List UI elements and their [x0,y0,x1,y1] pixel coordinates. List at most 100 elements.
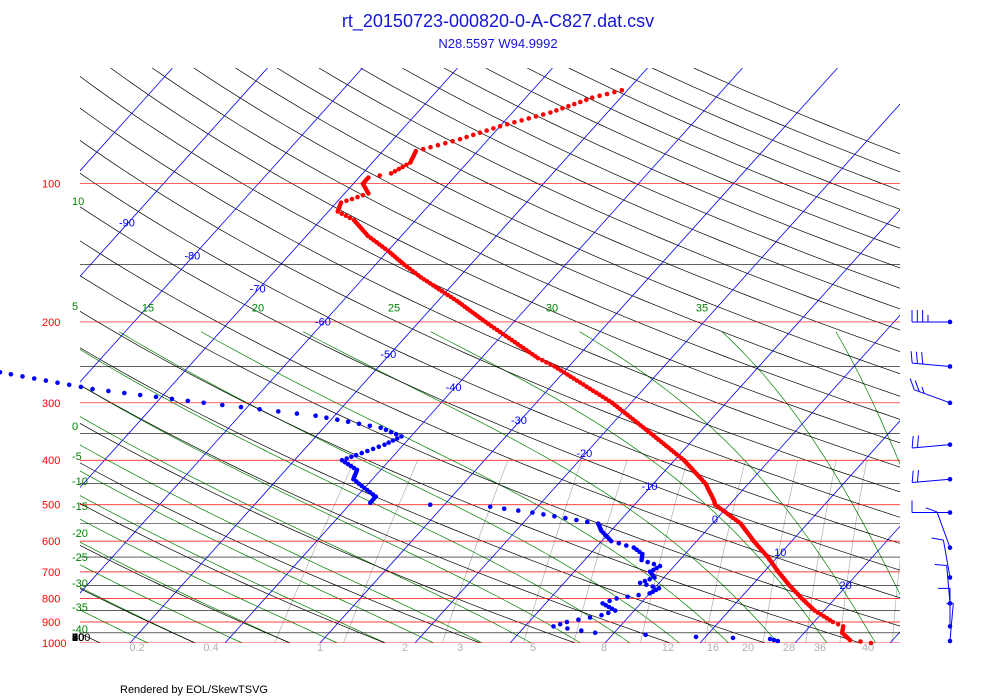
theta-left-label: 90 [72,632,84,644]
dewpoint-point [574,517,579,523]
dewpoint-point [487,504,493,510]
moist-adiabat-line [835,331,900,465]
dry-adiabat-line [652,68,900,173]
dewpoint-point [0,370,3,375]
temperature-point [477,130,483,135]
moist-adiabat-left-label: -25 [72,552,88,564]
isotherm-line [0,68,78,643]
dewpoint-point [592,630,598,636]
wind-barb-staff [949,603,954,642]
dry-adiabat-line [568,68,900,210]
temperature-point [578,99,583,105]
temperature-point [504,122,510,127]
temperature-point [464,134,469,140]
dry-adiabat-line [80,544,291,643]
dry-adiabat-line [277,68,900,353]
dry-adiabat-line [80,588,196,643]
isotherm-label: 20 [839,580,851,592]
wind-barb-flag [916,470,919,483]
mixing-ratio-label: 8 [601,642,607,654]
dry-adiabat-line [80,140,900,518]
pressure-tick-label: 100 [42,179,60,191]
dewpoint-point [185,398,191,404]
mixing-ratio-label: 12 [662,642,674,654]
dewpoint-point [643,632,648,638]
dewpoint-point [257,407,262,412]
dewpoint-point [775,638,781,644]
dry-adiabat-line [193,68,900,397]
isotherm-label: -70 [250,283,266,295]
temperature-point [835,621,841,627]
wind-barb-flag [910,351,913,364]
wind-barb-staff [942,539,951,578]
moist-adiabat-line [80,609,149,643]
dry-adiabat-line [610,68,900,191]
wind-barb-staff [936,511,951,548]
moist-adiabat-left-label: -20 [72,528,88,540]
dewpoint-point [106,388,111,394]
mixing-ratio-label: 16 [707,642,719,654]
moist-adiabat-left-label: -10 [72,476,88,488]
moist-adiabat-line [80,495,387,643]
pressure-tick-label: 600 [42,536,60,548]
mixing-ratio-label: 28 [783,642,795,654]
dewpoint-point [383,427,389,433]
dewpoint-point [324,415,329,421]
pressure-tick-label: 900 [42,617,60,629]
pressure-tick-label: 200 [42,317,60,329]
dewpoint-point [220,402,225,408]
temperature-point [413,148,419,154]
mixing-ratio-label: 20 [742,642,754,654]
dewpoint-point [31,376,37,381]
isotherm-label: -20 [576,448,592,460]
dewpoint-point [650,584,655,589]
wind-barb-staff [914,389,951,404]
dewpoint-point [201,400,206,406]
dewpoint-point [394,436,400,441]
moist-adiabat-line [80,444,484,643]
dewpoint-point [386,440,392,445]
temperature-point [450,138,455,144]
isotherm-line [129,68,648,643]
temperature-point [338,200,344,205]
temperature-point [344,198,349,204]
dewpoint-point [339,457,345,463]
temperature-point [612,89,617,95]
dry-adiabat-line [693,68,900,155]
dewpoint-point [645,559,650,565]
dewpoint-point [576,617,581,622]
moist-adiabat-label: 25 [388,303,400,315]
isotherm-line [509,209,900,643]
temperature-point [584,97,589,103]
theta-left-label: 60 [72,632,84,644]
temperature-point [552,364,557,369]
moist-adiabat-left-label: 5 [72,301,78,313]
theta-left-label: 40 [72,632,84,644]
temperature-point [396,166,402,172]
temperature-point [619,87,625,93]
temperature-point [840,624,846,629]
dewpoint-point [276,409,281,414]
moist-adiabat-line [80,470,435,643]
dewpoint-point [693,634,699,640]
moist-adiabat-left-label: 0 [72,421,78,433]
wind-barb-staff [912,478,951,484]
dewpoint-point [647,569,653,575]
mixing-ratio-line [892,557,900,643]
dry-adiabat-line [80,275,900,627]
pressure-tick-label: 500 [42,500,60,512]
dewpoint-point [625,594,630,600]
dewpoint-point [66,382,72,388]
moist-adiabat-left-label: -30 [72,578,88,590]
dewpoint-point [122,390,127,396]
temperature-point [548,110,553,115]
temperature-point [540,112,546,117]
wind-barb-staff [946,565,951,604]
dewpoint-point [557,621,563,627]
moist-adiabat-line [80,541,291,643]
dry-adiabat-line [80,310,861,643]
dewpoint-point [20,374,25,379]
temperature-point [351,217,357,223]
